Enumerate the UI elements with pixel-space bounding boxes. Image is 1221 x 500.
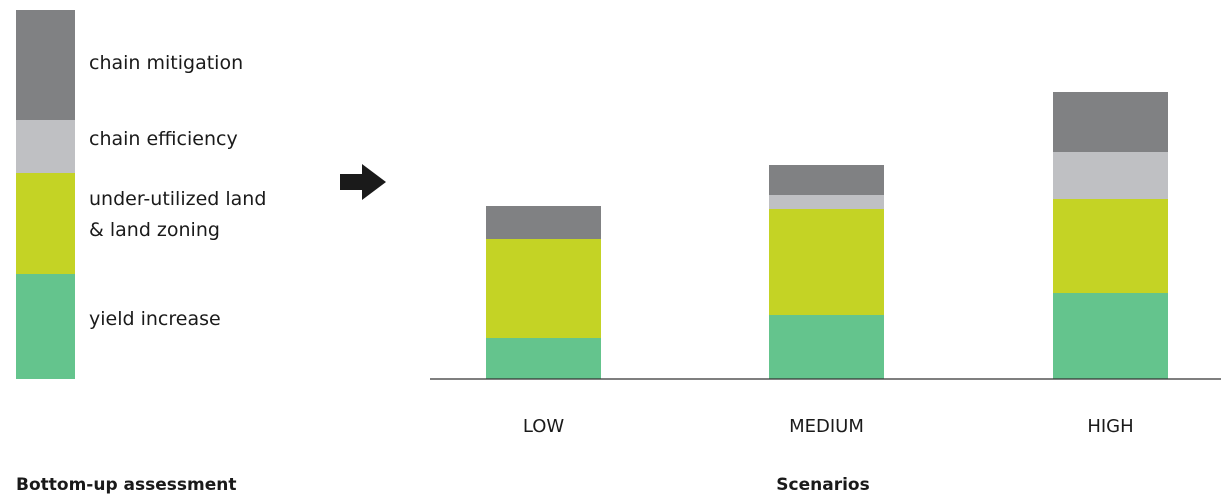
bar-medium-series-3 <box>769 165 884 195</box>
legend-swatch-2 <box>16 120 75 173</box>
bar-high-series-3 <box>1053 92 1168 152</box>
bars <box>486 92 1168 379</box>
bar-low-series-0 <box>486 338 601 379</box>
bar-medium-series-1 <box>769 209 884 315</box>
x-tick-label: LOW <box>523 416 565 437</box>
bar-medium-series-0 <box>769 315 884 379</box>
bar-high-series-1 <box>1053 199 1168 293</box>
legend-label: under-utilized land & land zoning <box>89 188 266 241</box>
legend-swatch-3 <box>16 10 75 120</box>
legend-label: yield increase <box>89 308 221 330</box>
bar-high-series-2 <box>1053 152 1168 199</box>
arrow-right-icon <box>340 164 386 200</box>
x-tick-labels: LOW MEDIUM HIGH <box>523 416 1134 437</box>
legend-swatch-0 <box>16 274 75 379</box>
bar-low-series-1 <box>486 239 601 338</box>
bar-medium-series-2 <box>769 195 884 209</box>
legend-labels: yield increase under-utilized land & land … <box>89 52 266 330</box>
x-axis-title: Scenarios <box>776 475 869 495</box>
bar-high-series-0 <box>1053 293 1168 379</box>
legend-swatch-1 <box>16 173 75 274</box>
bar-low-series-3 <box>486 206 601 239</box>
legend-label: chain mitigation <box>89 52 243 74</box>
legend-title: Bottom-up assessment <box>16 475 236 495</box>
x-tick-label: MEDIUM <box>789 416 864 437</box>
legend-label: chain efficiency <box>89 128 238 150</box>
legend-swatch-stack <box>16 10 75 379</box>
x-tick-label: HIGH <box>1087 416 1133 437</box>
